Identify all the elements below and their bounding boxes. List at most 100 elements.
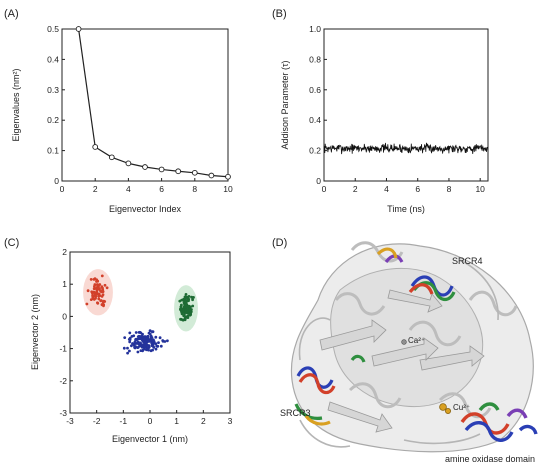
a-y-tick-label: 0.2 — [47, 115, 59, 125]
b-x-tick-label: 8 — [447, 184, 452, 194]
amine-oxidase-domain-label: amine oxidase domain — [445, 454, 535, 464]
protein-ribbon-illustration — [290, 241, 538, 453]
panel-d-letter: (D) — [272, 237, 287, 249]
c-data-point — [191, 298, 195, 302]
c-data-point — [96, 284, 99, 288]
b-y-tick-label: 0.8 — [309, 54, 321, 64]
a-y-tick-label: 0.3 — [47, 85, 59, 95]
c-y-tick-label: 1 — [62, 279, 67, 289]
a-data-point — [142, 164, 148, 170]
c-data-point — [97, 297, 101, 301]
panel-c-data-marks — [85, 274, 195, 355]
a-x-tick-label: 6 — [159, 184, 164, 194]
c-data-point — [148, 332, 152, 336]
c-data-point — [187, 304, 191, 308]
a-data-point — [208, 172, 215, 179]
c-data-point — [188, 312, 191, 316]
c-data-point — [97, 294, 101, 298]
c-data-point — [130, 344, 133, 348]
c-data-point — [90, 290, 94, 294]
c-data-point — [183, 316, 187, 320]
panel-b-x-axis-label: Time (ns) — [387, 204, 425, 214]
c-data-point — [150, 330, 154, 334]
panel-a-x-axis-label: Eigenvector Index — [109, 204, 182, 214]
panel-a-y-axis-label: Eigenvalues (nm²) — [11, 68, 21, 141]
c-data-point — [100, 295, 104, 298]
panel-b-y-ticks: 0 0.2 0.4 0.6 0.8 1.0 — [309, 24, 327, 186]
a-data-point — [75, 26, 82, 32]
panel-c-y-ticks: -3 -2 -1 0 1 2 — [59, 247, 73, 418]
panel-a-data-marks — [75, 26, 231, 180]
c-data-point — [94, 291, 97, 295]
a-y-tick-label: 0.1 — [47, 146, 59, 156]
c-data-point — [91, 297, 95, 300]
c-data-point — [188, 308, 192, 312]
c-data-point — [101, 300, 105, 304]
c-data-point — [156, 344, 160, 348]
a-x-tick-label: 0 — [60, 184, 65, 194]
c-data-point — [157, 341, 160, 344]
c-x-tick-label: 0 — [148, 416, 153, 426]
a-data-point — [125, 160, 132, 167]
c-data-point — [126, 346, 129, 350]
c-data-point — [85, 302, 89, 306]
a-series-line — [78, 28, 229, 178]
c-data-point — [140, 345, 144, 349]
c-data-point — [94, 297, 97, 300]
b-y-tick-label: 0.4 — [309, 115, 321, 125]
c-data-point — [142, 337, 146, 341]
b-x-tick-label: 6 — [415, 184, 420, 194]
c-data-point — [136, 346, 140, 349]
calcium-ion-label: Ca²⁺ — [408, 336, 425, 345]
c-data-point — [159, 344, 163, 348]
c-y-tick-label: 2 — [62, 247, 67, 257]
c-y-tick-label: -2 — [59, 376, 67, 386]
panel-a-eigenvalue-plot: (A) 0 2 4 6 8 10 0 0.1 0.2 0.3 0.4 0.5 Eigenvector… — [4, 8, 233, 214]
a-x-tick-label: 4 — [126, 184, 131, 194]
c-data-point — [147, 346, 151, 350]
panel-b-y-axis-label: Addison Parameter (τ) — [280, 60, 290, 149]
c-data-point — [92, 278, 96, 281]
c-data-point — [183, 313, 186, 317]
c-x-tick-label: 1 — [174, 416, 179, 426]
b-y-tick-label: 0 — [316, 176, 321, 186]
a-data-point — [158, 166, 165, 173]
c-data-point — [128, 338, 132, 341]
a-data-point — [225, 173, 231, 180]
c-data-point — [182, 308, 185, 312]
c-data-point — [128, 331, 132, 335]
panel-d-protein-structure: (D) — [272, 237, 538, 464]
c-data-point — [184, 293, 188, 296]
c-data-point — [184, 310, 188, 314]
panel-b-data-marks — [323, 142, 489, 155]
c-data-point — [93, 283, 97, 286]
panel-a-x-ticks: 0 2 4 6 8 10 — [60, 178, 233, 194]
copper-ion-label: Cu²⁺ — [453, 403, 470, 412]
c-data-point — [101, 286, 104, 290]
c-data-point — [95, 280, 98, 283]
panel-b-addison-plot: (B) 0 2 4 6 8 10 0 0.2 0.4 0.6 0.8 1.0 Time (ns) A… — [272, 8, 489, 214]
c-data-point — [166, 339, 169, 343]
c-y-tick-label: 0 — [62, 311, 67, 321]
c-data-point — [94, 287, 98, 290]
c-data-point — [96, 301, 99, 305]
c-data-point — [186, 314, 190, 318]
c-data-point — [150, 344, 154, 347]
srcr3-label: SRCR3 — [280, 408, 311, 418]
c-x-tick-label: 2 — [201, 416, 206, 426]
c-data-point — [132, 344, 136, 347]
c-data-point — [179, 307, 183, 311]
a-data-point — [92, 144, 99, 150]
c-y-tick-label: -1 — [59, 344, 67, 354]
c-data-point — [185, 296, 189, 299]
c-data-point — [123, 336, 127, 339]
c-data-point — [151, 340, 155, 343]
c-x-tick-label: -1 — [120, 416, 128, 426]
panel-c-x-ticks: -3 -2 -1 0 1 2 3 — [66, 410, 233, 426]
panel-b-letter: (B) — [272, 8, 287, 20]
c-data-point — [180, 312, 184, 316]
c-data-point — [89, 278, 93, 281]
c-x-tick-label: -2 — [93, 416, 101, 426]
b-y-tick-label: 1.0 — [309, 24, 321, 34]
